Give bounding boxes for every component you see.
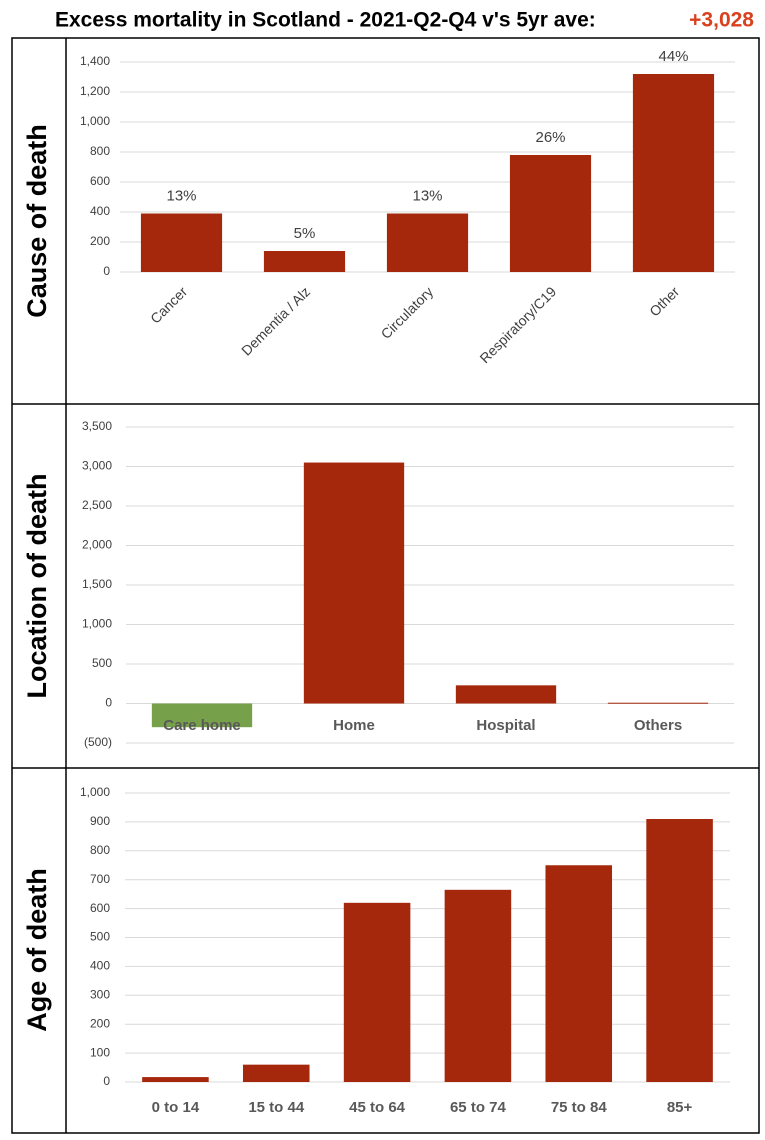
y-tick-label: 3,500 [82,419,112,433]
y-tick-label: 400 [90,959,110,973]
bar [142,1077,209,1082]
y-tick-label: 200 [90,1016,110,1030]
bar [242,1064,310,1082]
x-tick-label: 85+ [667,1099,693,1116]
y-tick-label: 0 [103,1074,110,1088]
y-tick-label: 400 [90,204,110,218]
x-tick-label: Care home [163,717,241,734]
y-tick-label: 2,000 [82,538,112,552]
x-tick-label: 75 to 84 [551,1099,608,1116]
data-label: 26% [535,129,565,146]
y-tick-label: 600 [90,901,110,915]
x-tick-label: 15 to 44 [248,1099,305,1116]
y-tick-label: 1,200 [80,84,110,98]
y-tick-label: 600 [90,174,110,188]
y-tick-label: 900 [90,814,110,828]
bar [303,462,405,704]
y-tick-label: 1,000 [80,785,110,799]
page-title: Excess mortality in Scotland - 2021-Q2-Q… [55,9,596,32]
data-label: 44% [658,48,688,65]
bar [386,213,469,272]
bar [509,155,592,272]
y-tick-label: 0 [105,696,112,710]
y-tick-label: 700 [90,872,110,886]
y-tick-label: 1,000 [80,114,110,128]
bar [646,819,713,1082]
data-label: 13% [166,187,196,204]
y-axis-title: Location of death [22,474,52,699]
y-tick-label: 0 [103,264,110,278]
bar [140,213,223,272]
bar [632,74,715,272]
x-tick-label: Others [634,717,682,734]
x-tick-label: 0 to 14 [152,1099,200,1116]
data-label: 13% [412,187,442,204]
bar [444,889,512,1082]
y-tick-label: 1,400 [80,54,110,68]
x-tick-label: Hospital [476,717,535,734]
bar [455,685,557,704]
y-tick-label: 300 [90,987,110,1001]
y-tick-label: 100 [90,1045,110,1059]
y-axis-title: Age of death [22,868,52,1032]
y-tick-label: 2,500 [82,498,112,512]
y-tick-label: 800 [90,843,110,857]
y-tick-label: 500 [92,656,112,670]
bar [343,902,411,1082]
y-tick-label: 1,000 [82,617,112,631]
x-tick-label: 65 to 74 [450,1099,507,1116]
y-tick-label: 800 [90,144,110,158]
y-tick-label: (500) [84,735,112,749]
bar [607,702,709,704]
bar [151,703,253,728]
x-tick-label: 45 to 64 [349,1099,406,1116]
data-label: 5% [294,225,316,242]
y-axis-title: Cause of death [22,124,52,318]
bar [263,251,346,272]
y-tick-label: 3,000 [82,459,112,473]
frame [11,37,760,1134]
y-tick-label: 1,500 [82,577,112,591]
title-value: +3,028 [689,9,754,32]
x-tick-label: Home [333,717,375,734]
bar [545,865,613,1082]
y-tick-label: 200 [90,234,110,248]
y-tick-label: 500 [90,930,110,944]
